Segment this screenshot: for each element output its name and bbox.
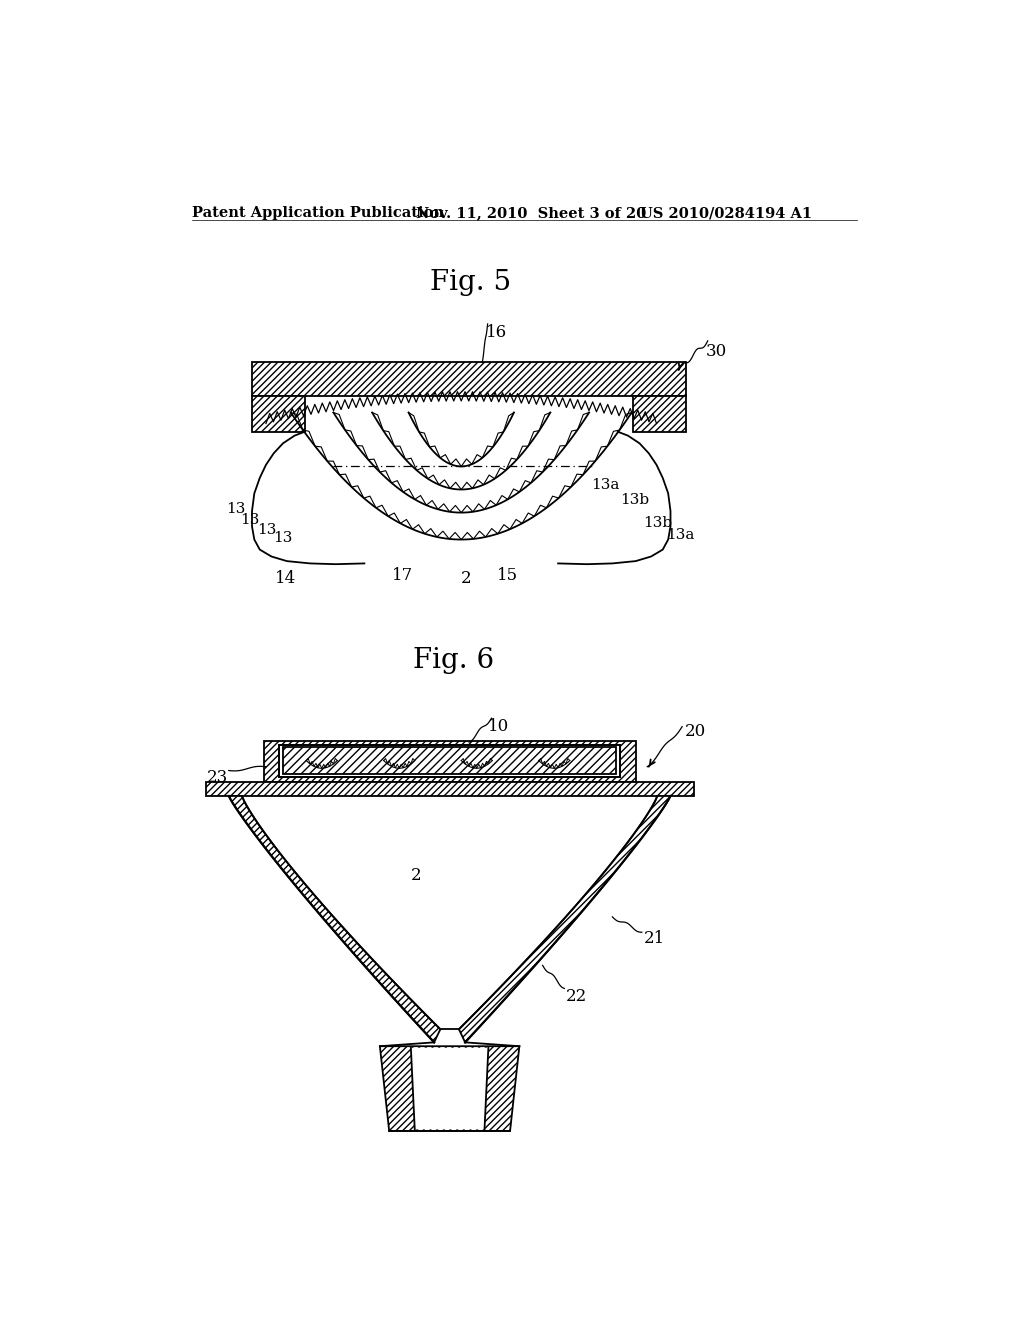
Text: US 2010/0284194 A1: US 2010/0284194 A1 xyxy=(640,206,812,220)
Text: 20: 20 xyxy=(684,723,706,739)
Bar xyxy=(206,781,693,796)
Text: 13a: 13a xyxy=(667,528,695,543)
Text: Patent Application Publication: Patent Application Publication xyxy=(193,206,444,220)
Polygon shape xyxy=(459,796,671,1043)
Text: Fig. 5: Fig. 5 xyxy=(430,268,511,296)
Bar xyxy=(263,741,636,781)
Text: 22: 22 xyxy=(566,989,587,1006)
Text: 16: 16 xyxy=(486,323,507,341)
Text: 14: 14 xyxy=(275,570,297,587)
Polygon shape xyxy=(411,1048,488,1130)
Bar xyxy=(252,363,686,396)
Text: 13b: 13b xyxy=(621,494,649,507)
Polygon shape xyxy=(380,1047,519,1131)
Bar xyxy=(280,744,621,777)
Text: 13: 13 xyxy=(241,513,260,528)
Text: 13a: 13a xyxy=(592,478,620,492)
Text: 13b: 13b xyxy=(643,516,673,531)
Bar xyxy=(252,396,305,432)
Bar xyxy=(633,396,686,432)
Text: 15: 15 xyxy=(497,566,518,583)
Text: Nov. 11, 2010  Sheet 3 of 20: Nov. 11, 2010 Sheet 3 of 20 xyxy=(417,206,646,220)
Text: 10: 10 xyxy=(488,718,510,735)
Bar xyxy=(283,747,616,775)
Text: 23: 23 xyxy=(207,770,228,785)
Text: 13: 13 xyxy=(257,524,276,537)
Text: 21: 21 xyxy=(643,929,665,946)
Text: 2: 2 xyxy=(411,867,422,884)
Text: 30: 30 xyxy=(706,343,727,360)
Ellipse shape xyxy=(438,1047,461,1056)
Text: 17: 17 xyxy=(391,566,413,583)
Text: Fig. 6: Fig. 6 xyxy=(414,647,495,675)
Text: 13: 13 xyxy=(273,531,292,545)
Text: 13: 13 xyxy=(226,502,246,516)
Text: 2: 2 xyxy=(461,570,472,587)
Polygon shape xyxy=(228,796,440,1043)
